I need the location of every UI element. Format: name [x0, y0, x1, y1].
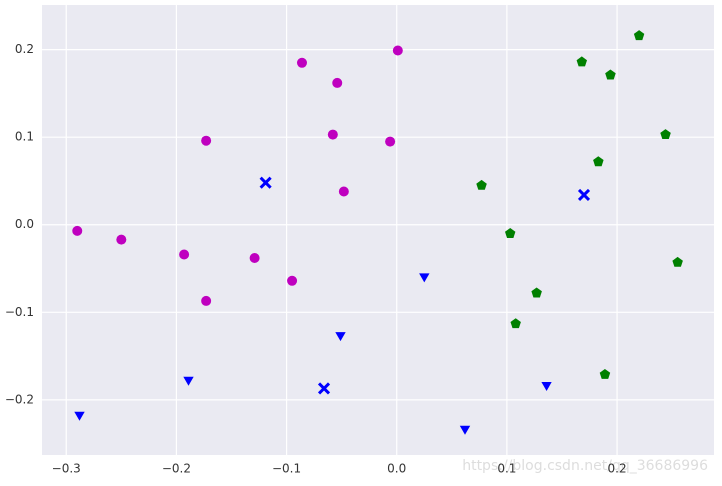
- watermark: https://blog.csdn.net/qq_36686996: [462, 458, 708, 474]
- x-tick-label: −0.2: [162, 462, 191, 476]
- point: [633, 30, 645, 41]
- x-tick-label: 0.2: [608, 462, 627, 476]
- point: [531, 287, 542, 298]
- point: [599, 369, 611, 379]
- point: [338, 186, 349, 197]
- point: [392, 45, 403, 56]
- point: [201, 135, 212, 146]
- x-tick-label: 0.1: [497, 462, 516, 476]
- point: [335, 332, 346, 342]
- point: [116, 234, 127, 245]
- point: [201, 295, 212, 306]
- point: [510, 318, 521, 329]
- point: [476, 179, 487, 190]
- point: [576, 56, 587, 67]
- point: [287, 275, 298, 286]
- point: [419, 273, 430, 283]
- point: [593, 156, 604, 167]
- plot-area: [42, 5, 714, 455]
- point: [672, 256, 683, 267]
- point: [72, 225, 83, 236]
- centroid: [259, 176, 272, 189]
- centroid: [577, 188, 591, 202]
- y-tick-label: 0.2: [15, 42, 34, 56]
- point: [249, 253, 260, 264]
- y-tick-label: 0.0: [15, 217, 34, 231]
- point: [183, 376, 194, 386]
- point: [660, 129, 671, 139]
- y-tick-label: −0.2: [5, 392, 34, 406]
- point: [332, 77, 343, 88]
- point: [505, 228, 516, 238]
- y-tick-label: 0.1: [15, 130, 34, 144]
- point: [459, 425, 471, 435]
- point: [179, 249, 190, 260]
- x-tick-label: −0.1: [272, 462, 301, 476]
- point: [541, 382, 552, 391]
- centroid: [317, 382, 331, 395]
- point: [296, 57, 307, 68]
- point: [385, 136, 396, 147]
- point: [74, 411, 85, 421]
- x-tick-label: −0.3: [52, 462, 81, 476]
- point: [327, 129, 338, 140]
- y-tick-label: −0.1: [5, 305, 34, 319]
- x-tick-label: 0.0: [387, 462, 406, 476]
- point: [605, 69, 616, 80]
